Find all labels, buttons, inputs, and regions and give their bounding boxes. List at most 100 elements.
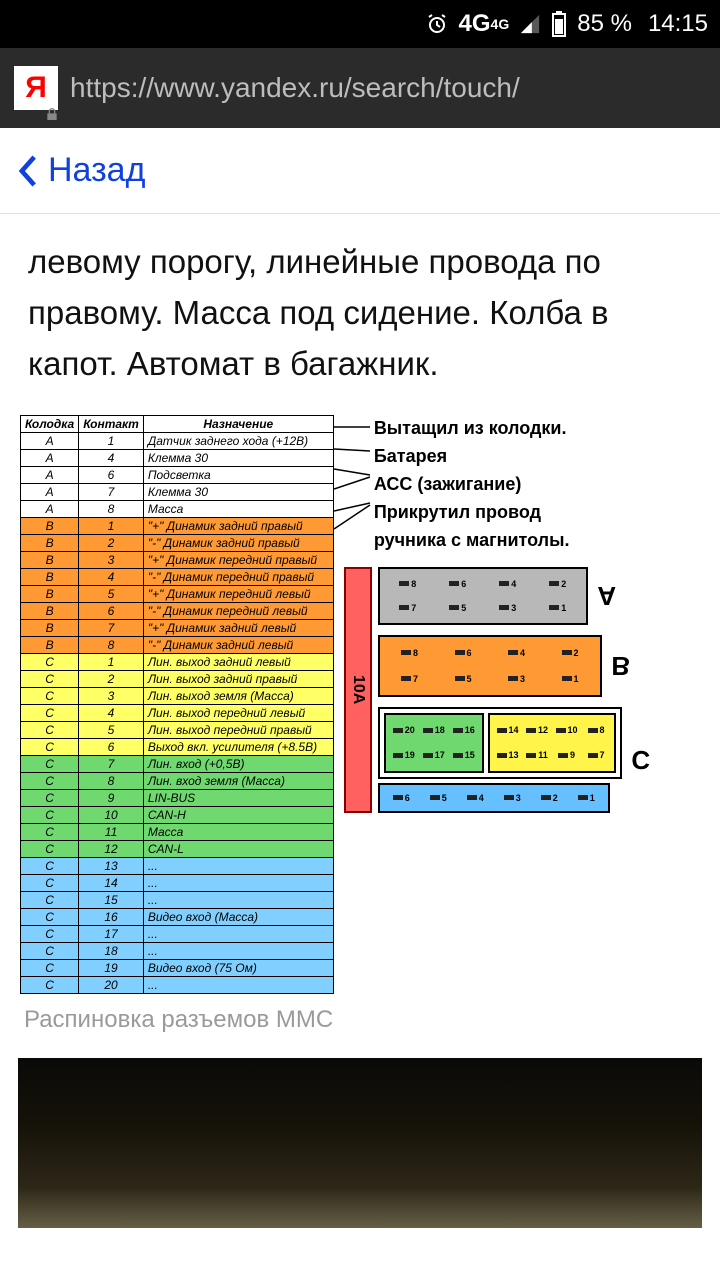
table-row: C12CAN-L — [21, 841, 334, 858]
signal-icon — [519, 13, 541, 35]
table-row: C14... — [21, 875, 334, 892]
pin: 19 — [390, 744, 418, 767]
dashboard-photo-placeholder — [18, 1058, 702, 1228]
figure-caption: Распиновка разъемов ММС — [20, 994, 700, 1052]
pin: 18 — [420, 719, 448, 742]
pin: 6 — [434, 573, 482, 595]
pinout-table: Колодка Контакт Назначение A1Датчик задн… — [20, 415, 334, 994]
status-bar: 4G4G 85 % 14:15 — [0, 0, 720, 48]
connector-c-yellow: 1412108 131197 — [488, 713, 616, 773]
table-row: C15... — [21, 892, 334, 909]
pin: 7 — [384, 667, 436, 691]
pin: 17 — [420, 744, 448, 767]
pin: 1 — [544, 667, 596, 691]
table-row: B2"-" Динамик задний правый — [21, 535, 334, 552]
table-row: C19Видео вход (75 Ом) — [21, 960, 334, 977]
yandex-favicon: Я — [14, 66, 58, 110]
connector-a: 8642 7531 — [378, 567, 588, 625]
pin: 3 — [484, 597, 532, 619]
back-button[interactable]: Назад — [18, 151, 145, 190]
pin: 4 — [484, 573, 532, 595]
table-row: C11Масса — [21, 824, 334, 841]
pin: 1 — [534, 597, 582, 619]
table-row: C13... — [21, 858, 334, 875]
table-row: C5Лин. выход передний правый — [21, 722, 334, 739]
table-row: B1"+" Динамик задний правый — [21, 518, 334, 535]
pin: 12 — [523, 719, 551, 742]
pin: 11 — [523, 744, 551, 767]
back-label: Назад — [48, 151, 145, 190]
network-indicator: 4G4G — [459, 10, 510, 38]
table-row: B6"-" Динамик передний левый — [21, 603, 334, 620]
table-row: A1Датчик заднего хода (+12В) — [21, 433, 334, 450]
table-row: A8Масса — [21, 501, 334, 518]
pin: 6 — [437, 641, 489, 665]
table-row: C20... — [21, 977, 334, 994]
pin: 1 — [569, 789, 604, 807]
table-row: B5"+" Динамик передний левый — [21, 586, 334, 603]
leader-lines-icon — [334, 419, 374, 559]
page-nav: Назад — [0, 128, 720, 214]
connector-b: 8642 7531 — [378, 635, 602, 697]
table-row: B7"+" Динамик задний левый — [21, 620, 334, 637]
pin: 16 — [450, 719, 478, 742]
url-text[interactable]: https://www.yandex.ru/search/touch/ — [70, 72, 520, 104]
table-row: C2Лин. выход задний правый — [21, 671, 334, 688]
connector-a-label: A — [594, 580, 620, 611]
pin: 15 — [450, 744, 478, 767]
pinout-figure: Колодка Контакт Назначение A1Датчик задн… — [0, 407, 720, 1058]
table-row: C4Лин. выход передний левый — [21, 705, 334, 722]
pin: 8 — [582, 719, 610, 742]
connector-c-label: C — [628, 744, 654, 775]
pin: 13 — [494, 744, 522, 767]
pin: 8 — [384, 573, 432, 595]
pin: 9 — [553, 744, 581, 767]
connector-c-blue: 654321 — [378, 783, 610, 813]
table-row: C10CAN-H — [21, 807, 334, 824]
pin: 5 — [437, 667, 489, 691]
pin: 5 — [434, 597, 482, 619]
table-row: B3"+" Динамик передний правый — [21, 552, 334, 569]
pin: 2 — [544, 641, 596, 665]
pin: 20 — [390, 719, 418, 742]
pin: 2 — [532, 789, 567, 807]
table-row: C3Лин. выход земля (Масса) — [21, 688, 334, 705]
clock: 14:15 — [648, 10, 708, 38]
battery-percent: 85 % — [577, 10, 632, 38]
table-row: C16Видео вход (Масса) — [21, 909, 334, 926]
battery-icon — [551, 11, 567, 37]
pin: 7 — [384, 597, 432, 619]
pin: 3 — [495, 789, 530, 807]
table-row: C17... — [21, 926, 334, 943]
pin: 2 — [534, 573, 582, 595]
pin: 10 — [553, 719, 581, 742]
pin: 7 — [582, 744, 610, 767]
table-row: C9LIN-BUS — [21, 790, 334, 807]
pin: 4 — [491, 641, 543, 665]
pin: 6 — [384, 789, 419, 807]
connector-c-green: 201816 191715 — [384, 713, 484, 773]
table-row: C18... — [21, 943, 334, 960]
pin: 8 — [384, 641, 436, 665]
article-text: левому порогу, линейные провода по право… — [0, 214, 720, 407]
pin: 4 — [458, 789, 493, 807]
fuse-block: 10A — [344, 567, 372, 813]
alarm-icon — [425, 12, 449, 36]
pin: 3 — [491, 667, 543, 691]
table-row: A6Подсветка — [21, 467, 334, 484]
table-row: A4Клемма 30 — [21, 450, 334, 467]
table-row: C8Лин. вход земля (Масса) — [21, 773, 334, 790]
table-row: C6Выход вкл. усилителя (+8.5В) — [21, 739, 334, 756]
table-row: C7Лин. вход (+0,5В) — [21, 756, 334, 773]
connector-b-label: B — [608, 650, 634, 681]
browser-url-bar[interactable]: Я https://www.yandex.ru/search/touch/ — [0, 48, 720, 128]
table-row: B8"-" Динамик задний левый — [21, 637, 334, 654]
annotations: Вытащил из колодки. Батарея АСС (зажиган… — [340, 415, 700, 554]
connector-diagram: 10A 86427531 A 86427531 B 201816191715 — [340, 563, 700, 821]
pin: 14 — [494, 719, 522, 742]
table-row: C1Лин. выход задний левый — [21, 654, 334, 671]
lock-icon — [44, 96, 60, 112]
table-row: B4"-" Динамик передний правый — [21, 569, 334, 586]
table-row: A7Клемма 30 — [21, 484, 334, 501]
chevron-left-icon — [18, 154, 38, 188]
